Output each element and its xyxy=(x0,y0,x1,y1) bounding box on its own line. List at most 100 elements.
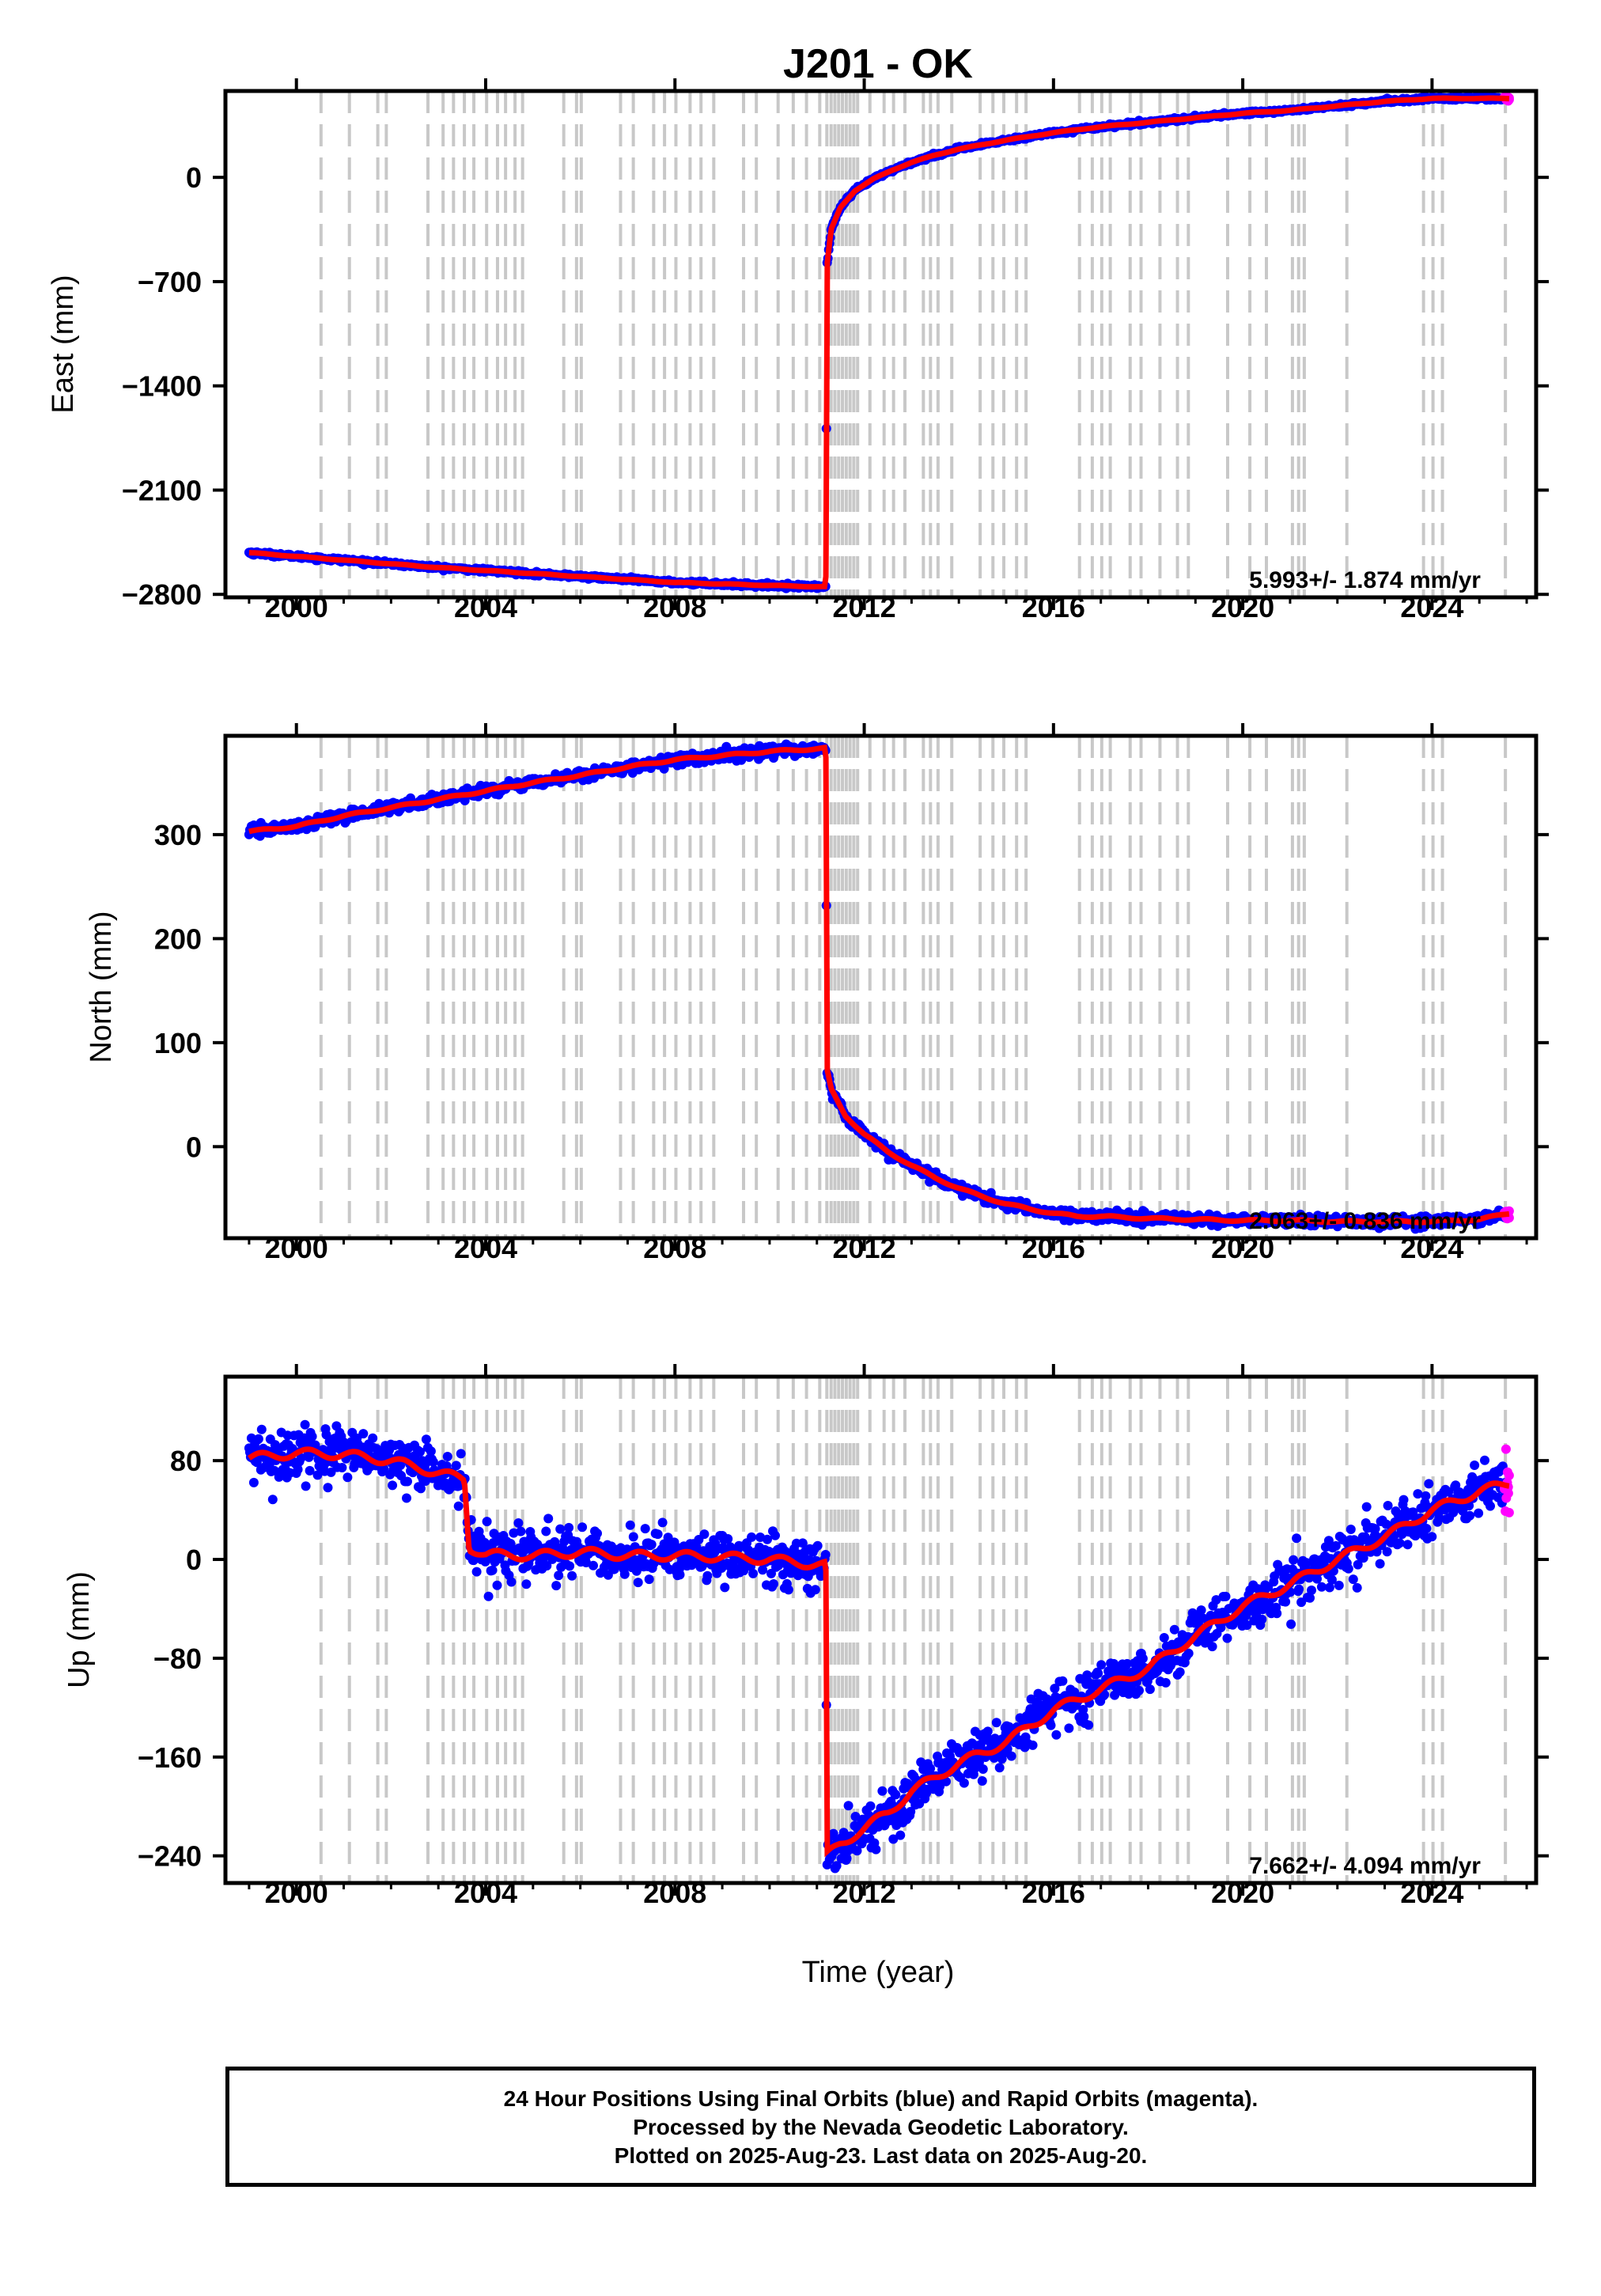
final-orbit-point xyxy=(1084,1720,1094,1730)
x-tick-label: 2004 xyxy=(454,591,517,623)
y-axis-label: East (mm) xyxy=(47,275,80,413)
final-orbit-point xyxy=(1343,1563,1353,1574)
final-orbit-point xyxy=(925,1764,936,1774)
final-orbit-point xyxy=(625,1520,635,1530)
final-orbit-point xyxy=(487,1565,498,1575)
final-orbit-point xyxy=(1122,1658,1132,1669)
final-orbit-point xyxy=(977,1776,987,1786)
x-tick-label: 2000 xyxy=(265,1232,328,1264)
final-orbit-point xyxy=(267,1495,278,1505)
x-tick-label: 2016 xyxy=(1022,591,1085,623)
final-orbit-point xyxy=(416,1483,426,1494)
model-fit-line xyxy=(248,95,1510,590)
x-tick-label: 2012 xyxy=(833,1232,896,1264)
y-tick-label: 0 xyxy=(186,161,202,194)
final-orbit-point xyxy=(368,1433,378,1443)
x-tick-label: 2024 xyxy=(1400,591,1463,623)
final-orbit-point xyxy=(1051,1730,1062,1740)
final-orbit-point xyxy=(256,1424,267,1434)
x-tick-label: 2000 xyxy=(265,591,328,623)
final-orbit-point xyxy=(831,1861,842,1871)
final-orbit-point xyxy=(305,1465,315,1476)
final-orbit-point xyxy=(1334,1580,1344,1590)
final-orbit-point xyxy=(842,1854,852,1863)
final-orbit-point xyxy=(541,1526,551,1536)
final-orbit-point xyxy=(633,1578,643,1588)
final-orbit-point xyxy=(783,1585,793,1595)
final-orbit-point xyxy=(941,1776,951,1786)
final-orbit-point xyxy=(1100,1689,1110,1699)
final-orbit-point xyxy=(1006,1751,1016,1761)
final-orbit-point xyxy=(763,1534,772,1544)
final-orbit-point xyxy=(646,1540,657,1550)
final-orbit-point xyxy=(628,1532,638,1542)
final-orbit-point xyxy=(1307,1586,1316,1595)
north-panel: 2000 2004 2008 2012 2016 2020 20243002001000No… xyxy=(85,723,1549,1264)
final-orbit-point xyxy=(1316,1582,1327,1592)
final-orbit-point xyxy=(343,1472,353,1483)
final-orbit-point xyxy=(1257,1614,1267,1624)
final-orbit-point xyxy=(1145,1684,1155,1695)
x-tick-label: 2012 xyxy=(833,591,896,623)
final-orbit-point xyxy=(483,1591,494,1601)
final-orbit-point xyxy=(891,1790,901,1800)
final-orbit-point xyxy=(1046,1720,1056,1730)
final-orbit-point xyxy=(581,1558,591,1567)
final-orbit-point xyxy=(850,1812,861,1821)
final-orbit-point xyxy=(379,1464,389,1474)
plot-frame xyxy=(223,733,1539,1241)
y-axis-label: North (mm) xyxy=(85,911,118,1063)
final-orbit-point xyxy=(1324,1582,1334,1593)
final-orbit-point xyxy=(554,1570,564,1581)
scatter-points xyxy=(244,739,1514,1234)
final-orbit-point xyxy=(1134,1685,1144,1695)
final-orbit-point xyxy=(456,1449,466,1459)
final-orbit-point xyxy=(1058,1676,1068,1686)
final-orbit-point xyxy=(699,1529,710,1540)
final-orbit-point xyxy=(307,1431,317,1442)
final-orbit-point xyxy=(1221,1591,1231,1601)
final-orbit-point xyxy=(653,1529,663,1540)
final-orbit-point xyxy=(1330,1540,1341,1551)
velocity-label: 5.993+/- 1.874 mm/yr xyxy=(1249,567,1481,593)
final-orbit-point xyxy=(888,1834,899,1844)
final-orbit-point xyxy=(567,1570,577,1581)
final-orbit-point xyxy=(402,1493,411,1503)
final-orbit-point xyxy=(1050,1684,1060,1694)
final-orbit-point xyxy=(1312,1574,1322,1584)
final-orbit-point xyxy=(1078,1704,1088,1714)
final-orbit-point xyxy=(506,1577,517,1587)
final-orbit-point xyxy=(1289,1555,1299,1565)
final-orbit-point xyxy=(1096,1660,1107,1670)
east-panel: 2000 2004 2008 2012 2016 2020 20240−700−1400−2… xyxy=(47,78,1549,623)
final-orbit-point xyxy=(1346,1525,1356,1534)
x-tick-label: 2008 xyxy=(643,1232,706,1264)
final-orbit-point xyxy=(769,1579,778,1589)
final-orbit-point xyxy=(565,1561,575,1571)
y-tick-label: −2100 xyxy=(122,474,202,506)
y-tick-label: −2800 xyxy=(122,578,202,611)
final-orbit-point xyxy=(1286,1619,1296,1629)
final-orbit-point xyxy=(702,1570,713,1581)
final-orbit-point xyxy=(723,1534,733,1544)
y-tick-label: 100 xyxy=(154,1027,202,1059)
scatter-points xyxy=(244,92,1514,593)
final-orbit-point xyxy=(426,1446,436,1457)
y-tick-label: 300 xyxy=(154,819,202,851)
y-tick-label: −1400 xyxy=(122,370,202,403)
final-orbit-point xyxy=(551,1581,562,1591)
velocity-label: 2.063+/- 0.836 mm/yr xyxy=(1249,1208,1481,1234)
final-orbit-point xyxy=(1160,1677,1171,1688)
final-orbit-point xyxy=(1305,1593,1315,1603)
final-orbit-point xyxy=(748,1568,759,1578)
final-orbit-point xyxy=(301,1481,311,1491)
final-orbit-point xyxy=(720,1582,730,1593)
final-orbit-point xyxy=(248,1477,259,1487)
final-orbit-point xyxy=(810,1585,820,1595)
final-orbit-point xyxy=(509,1528,519,1538)
x-tick-label: 2024 xyxy=(1400,1232,1463,1264)
final-orbit-point xyxy=(323,1483,333,1493)
final-orbit-point xyxy=(828,1828,838,1839)
final-orbit-point xyxy=(1207,1642,1217,1652)
